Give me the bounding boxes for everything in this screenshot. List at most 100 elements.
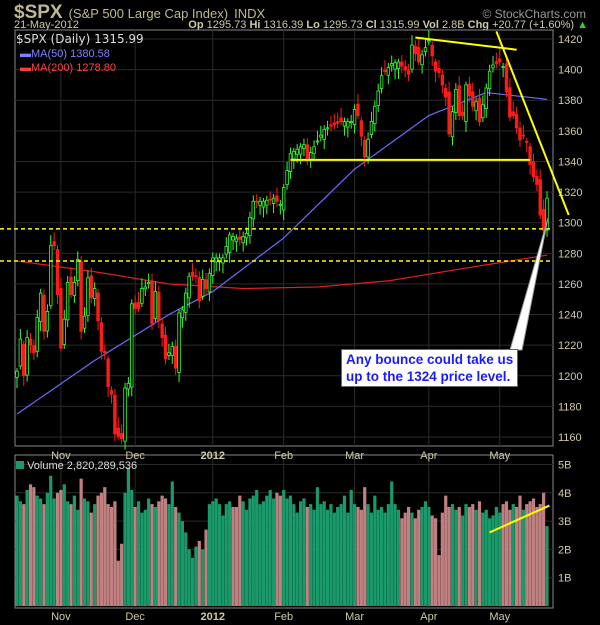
candle-down [163, 334, 168, 360]
candle-down [430, 44, 434, 57]
candle-up [234, 237, 239, 243]
volume-bar [508, 509, 512, 606]
volume-bar [494, 506, 498, 606]
candle-up [454, 89, 458, 113]
candle-up [38, 292, 43, 323]
price-legend-title: $SPX (Daily) 1315.99 [16, 32, 144, 46]
candle-up [366, 138, 370, 158]
volume-bar [474, 509, 478, 606]
candle-down [150, 280, 154, 325]
candle-down [103, 350, 107, 354]
price-tick-label: 1160 [558, 432, 582, 444]
candle-down [508, 87, 512, 118]
cl-label: Cl [365, 19, 377, 31]
price-tick-label: 1420 [558, 34, 582, 46]
candle-down [69, 276, 73, 296]
volume-bar [444, 495, 448, 606]
candle-up [200, 278, 205, 297]
volume-bar [292, 504, 296, 606]
volume-bar [498, 512, 502, 606]
candle-down [119, 433, 124, 439]
volume-bar [538, 504, 542, 606]
volume-bar [278, 495, 282, 606]
candle-up [207, 272, 212, 293]
candle-down [190, 272, 195, 277]
candle-up [241, 236, 245, 244]
candle-up [420, 54, 424, 66]
volume-bar [52, 498, 56, 606]
ohlc-readout: Op 1295.73 Hi 1316.39 Lo 1295.73 Cl 1315… [188, 19, 588, 31]
candle-up [86, 277, 90, 316]
volume-bar [143, 509, 147, 606]
volume-bar [99, 492, 103, 606]
volume-bar [25, 489, 29, 606]
candle-down [238, 236, 242, 240]
volume-bar [464, 504, 468, 606]
hi-value: 1316.39 [263, 19, 304, 31]
volume-bar [72, 495, 76, 606]
candle-down [444, 88, 448, 98]
volume-bar [325, 509, 330, 606]
volume-bar [177, 512, 181, 606]
candle-down [28, 338, 33, 346]
volume-bar [393, 504, 397, 606]
candle-down [498, 58, 502, 63]
volume-bar [356, 506, 360, 606]
candle-up [369, 121, 374, 135]
volume-bar [22, 504, 26, 606]
candle-up [15, 370, 19, 378]
candle-up [346, 121, 350, 128]
volume-bar [59, 489, 63, 606]
volume-bar [373, 495, 377, 606]
candle-up [130, 303, 134, 388]
volume-bar [427, 506, 431, 606]
volume-legend-title: Volume 2,820,289,536 [16, 460, 137, 472]
volume-bar [261, 501, 266, 606]
volume-bar [35, 495, 39, 606]
price-tick-label: 1300 [558, 218, 582, 230]
volume-bar [420, 506, 424, 606]
candle-up [278, 203, 283, 206]
volume-bar [454, 509, 458, 606]
candle-up [295, 148, 299, 155]
price-tick-label: 1360 [558, 126, 582, 138]
volume-bar [322, 501, 326, 606]
brand-logo: © StockCharts.com [482, 7, 586, 21]
volume-bar [89, 512, 93, 606]
volume-bar [319, 504, 323, 606]
volume-bar [258, 504, 262, 606]
volume-bar [207, 504, 212, 606]
candle-down [157, 291, 161, 322]
candle-down [514, 113, 519, 129]
candle-down [521, 134, 526, 137]
candle-up [501, 66, 505, 68]
title-row: $SPX (S&P 500 Large Cap Index) INDX [14, 2, 265, 24]
candle-up [474, 101, 478, 112]
candle-down [160, 323, 164, 338]
candle-down [417, 47, 421, 63]
candle-up [410, 44, 414, 70]
candle-down [268, 198, 272, 201]
volume-bar [268, 489, 272, 606]
candle-up [349, 121, 353, 124]
volume-bar [255, 489, 259, 606]
volume-bar [201, 549, 205, 606]
candle-up [312, 146, 316, 154]
volume-bar [542, 492, 546, 606]
date-tick-label: Nov [51, 450, 71, 462]
candle-up [271, 197, 276, 204]
volume-bar [309, 504, 313, 606]
candle-down [531, 161, 536, 178]
candle-up [65, 281, 70, 321]
candle-down [116, 427, 120, 437]
candle-up [25, 337, 29, 376]
volume-bar [96, 495, 100, 606]
candle-down [254, 200, 259, 203]
ma50-label: MA(50) 1380.58 [31, 48, 110, 60]
volume-bar [518, 495, 522, 606]
volume-bar [545, 526, 549, 606]
candle-down [32, 345, 36, 354]
candle-down [535, 176, 539, 185]
